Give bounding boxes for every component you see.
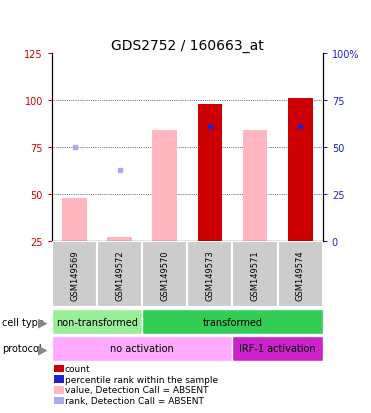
Text: protocol: protocol — [2, 344, 42, 354]
Text: rank, Detection Call = ABSENT: rank, Detection Call = ABSENT — [65, 396, 204, 405]
Text: value, Detection Call = ABSENT: value, Detection Call = ABSENT — [65, 385, 209, 394]
Bar — [97, 242, 142, 308]
Bar — [187, 242, 233, 308]
Text: GSM149573: GSM149573 — [206, 249, 214, 300]
Text: non-transformed: non-transformed — [56, 317, 138, 327]
Title: GDS2752 / 160663_at: GDS2752 / 160663_at — [111, 39, 264, 53]
Text: count: count — [65, 364, 91, 373]
Text: GSM149571: GSM149571 — [250, 249, 260, 300]
Bar — [107, 238, 132, 242]
Text: no activation: no activation — [110, 344, 174, 354]
Bar — [52, 242, 97, 308]
Bar — [233, 242, 278, 308]
Bar — [142, 242, 187, 308]
Bar — [243, 131, 267, 242]
Text: ▶: ▶ — [38, 315, 47, 328]
Text: IRF-1 activation: IRF-1 activation — [239, 344, 316, 354]
Text: ▶: ▶ — [38, 342, 47, 355]
Bar — [52, 336, 233, 361]
Bar — [52, 309, 142, 335]
Bar — [278, 242, 323, 308]
Text: GSM149574: GSM149574 — [296, 249, 305, 300]
Text: transformed: transformed — [203, 317, 263, 327]
Text: GSM149570: GSM149570 — [160, 249, 169, 300]
Bar — [152, 131, 177, 242]
Bar — [197, 104, 222, 242]
Bar — [62, 198, 87, 242]
Bar — [142, 309, 323, 335]
Text: percentile rank within the sample: percentile rank within the sample — [65, 375, 218, 384]
Text: cell type: cell type — [2, 317, 44, 327]
Bar — [288, 99, 313, 242]
Text: GSM149572: GSM149572 — [115, 249, 124, 300]
Bar — [233, 336, 323, 361]
Text: GSM149569: GSM149569 — [70, 249, 79, 300]
